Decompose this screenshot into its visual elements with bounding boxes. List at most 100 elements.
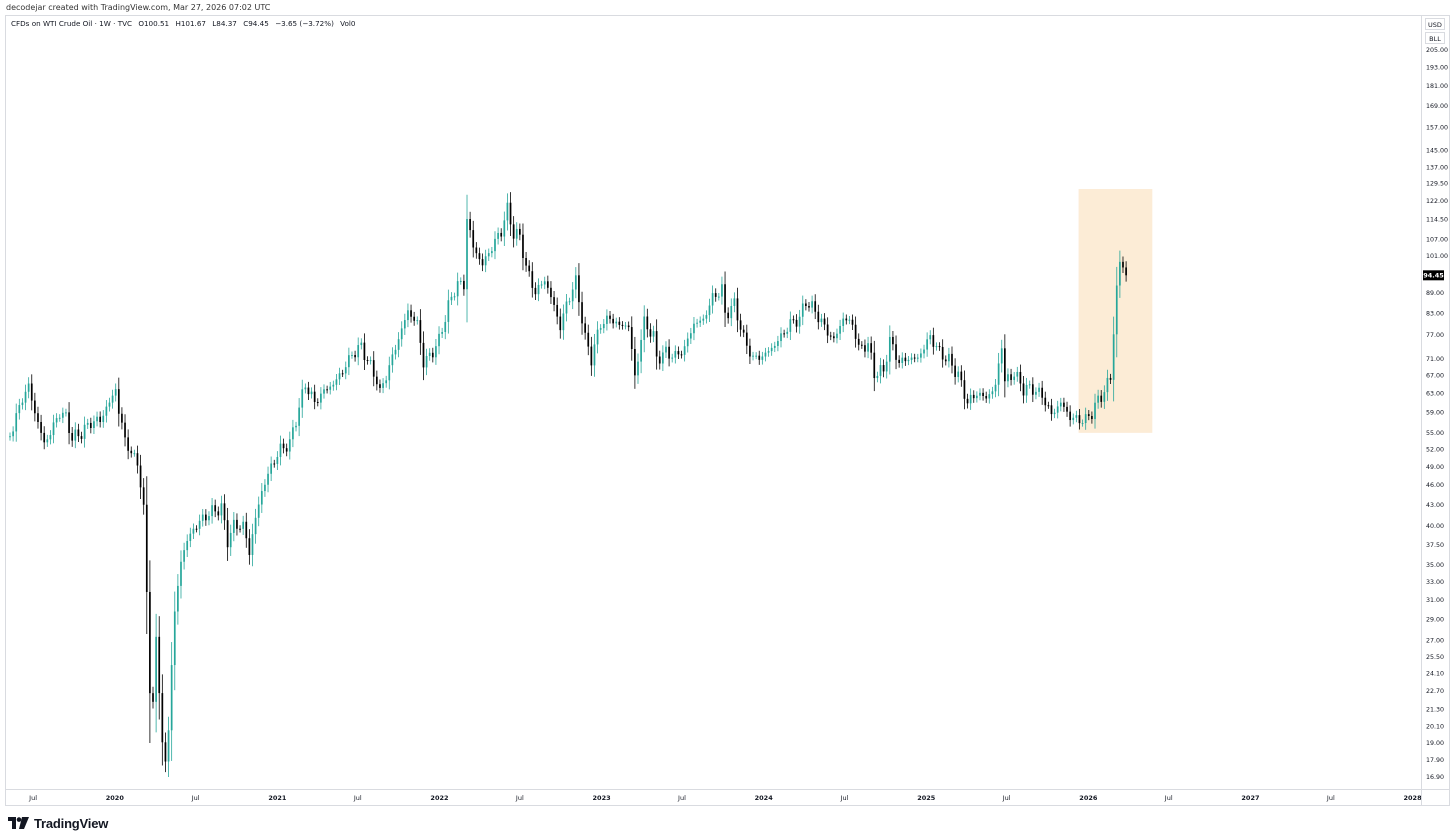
candle-body (674, 351, 677, 358)
candle-body (74, 429, 77, 441)
candle-body (671, 357, 674, 359)
symbol-legend[interactable]: CFDs on WTI Crude Oil · 1W · TVC O100.51… (11, 19, 360, 28)
candle-body (795, 319, 798, 327)
candle-body (379, 384, 381, 388)
candle-body (30, 383, 33, 401)
candle-body (916, 357, 919, 359)
legend-open: O100.51 (138, 19, 170, 28)
time-tick-label: 2027 (1241, 794, 1259, 802)
candle-body (58, 417, 61, 419)
candle-body (755, 355, 757, 357)
candle-body (52, 422, 55, 436)
candle-body (780, 333, 782, 342)
candle-body (68, 412, 70, 434)
candle-body (220, 503, 223, 516)
candle-body (403, 320, 406, 329)
candle-body (323, 389, 325, 394)
candle-body (624, 325, 627, 327)
candle-body (136, 453, 139, 466)
candle-body (425, 356, 428, 368)
candle-body (1025, 384, 1028, 396)
candle-body (1112, 334, 1115, 380)
candle-body (310, 391, 313, 395)
candle-body (546, 281, 549, 288)
price-tick-label: 89.00 (1426, 290, 1444, 297)
candle-body (954, 365, 956, 377)
legend-symbol[interactable]: CFDs on WTI Crude Oil · 1W · TVC (11, 19, 133, 28)
candle-body (260, 491, 263, 505)
candle-body (895, 344, 897, 360)
candle-body (960, 371, 963, 381)
candle-body (43, 432, 46, 443)
candle-body (606, 315, 608, 324)
price-tick-label: 29.00 (1426, 617, 1444, 624)
candle-body (357, 345, 360, 358)
candle-body (320, 393, 322, 403)
candle-body (1094, 402, 1096, 420)
candle-body (777, 341, 779, 346)
candle-body (24, 391, 27, 403)
candle-body (96, 416, 98, 422)
candle-body (416, 320, 419, 322)
candle-body (348, 355, 350, 368)
candle-body (783, 333, 785, 335)
candle-body (1075, 415, 1078, 418)
candle-body (854, 324, 857, 339)
candle-body (491, 251, 493, 254)
candle-body (892, 336, 894, 345)
candle-body (245, 521, 248, 539)
time-tick-label: Jul (515, 794, 524, 802)
candle-body (270, 463, 273, 474)
candle-body (397, 339, 400, 350)
price-tick-label: 40.00 (1426, 523, 1444, 530)
candle-body (798, 316, 801, 327)
currency-button[interactable]: USD (1425, 18, 1445, 30)
candle-body (991, 391, 994, 395)
candle-body (951, 353, 953, 366)
candle-body (503, 220, 506, 237)
time-tick-label: 2020 (106, 794, 125, 802)
candle-body (170, 665, 173, 731)
candle-body (456, 281, 459, 297)
price-tick-label: 27.00 (1426, 637, 1444, 644)
candle-body (494, 238, 496, 252)
candle-body (394, 349, 397, 355)
candle-body (836, 333, 838, 339)
candle-body (192, 528, 195, 534)
price-tick-label: 169.00 (1426, 103, 1448, 110)
candle-body (621, 324, 624, 326)
candle-body (298, 407, 300, 426)
candle-body (34, 400, 36, 414)
tradingview-logo[interactable]: TradingView (8, 815, 108, 831)
candle-body (326, 389, 328, 391)
candle-body (338, 373, 341, 380)
candle-body (279, 443, 282, 457)
price-tick-label: 181.00 (1426, 83, 1448, 90)
unit-button[interactable]: BLL (1425, 32, 1445, 44)
candle-body (786, 331, 789, 334)
candle-body (584, 323, 587, 333)
candle-body (351, 354, 353, 356)
candle-body (304, 387, 307, 390)
candle-body (770, 347, 773, 352)
tradingview-logo-icon (8, 817, 29, 829)
price-tick-label: 25.50 (1426, 654, 1444, 661)
candle-body (593, 344, 596, 366)
candle-body (658, 356, 661, 364)
candle-body (512, 224, 515, 239)
candle-body (948, 353, 950, 362)
candle-body (543, 281, 546, 285)
candle-body (1084, 414, 1087, 424)
price-axis-divider (1421, 15, 1422, 806)
candle-body (145, 504, 148, 592)
candle-body (1010, 374, 1012, 380)
candle-body (276, 456, 279, 464)
candle-body (982, 392, 984, 397)
candle-body (562, 313, 565, 331)
candle-body (40, 421, 42, 433)
candle-body (957, 371, 960, 377)
candle-body (571, 289, 574, 302)
candle-body (413, 316, 416, 321)
candle-body (867, 343, 869, 352)
